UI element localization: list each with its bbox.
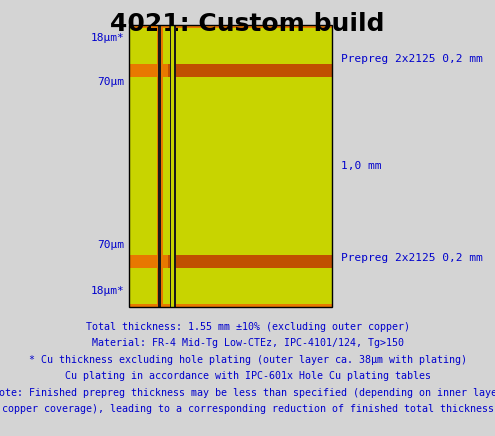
Bar: [129, 25, 152, 307]
Text: 70μm: 70μm: [97, 77, 124, 86]
Text: Material: FR-4 Mid-Tg Low-CTEz, IPC-4101/124, Tg>150: Material: FR-4 Mid-Tg Low-CTEz, IPC-4101…: [92, 338, 403, 348]
Bar: [129, 303, 332, 307]
Text: 1,0 mm: 1,0 mm: [341, 161, 381, 171]
Text: Cu plating in accordance with IPC-601x Hole Cu plating tables: Cu plating in accordance with IPC-601x H…: [64, 371, 431, 382]
Text: copper coverage), leading to a corresponding reduction of finished total thickne: copper coverage), leading to a correspon…: [1, 404, 494, 414]
Bar: [170, 84, 176, 307]
Bar: [129, 25, 152, 28]
Text: Total thickness: 1.55 mm ±10% (excluding outer copper): Total thickness: 1.55 mm ±10% (excluding…: [86, 322, 409, 332]
Text: 4021: Custom build: 4021: Custom build: [110, 12, 385, 36]
Bar: [151, 64, 168, 77]
Bar: [129, 255, 152, 268]
Text: 70μm: 70μm: [97, 240, 124, 250]
Bar: [170, 25, 176, 249]
Bar: [129, 28, 332, 64]
Bar: [129, 64, 332, 77]
Bar: [161, 25, 163, 307]
Bar: [129, 255, 332, 268]
Bar: [129, 64, 152, 77]
Bar: [151, 25, 168, 28]
Bar: [171, 25, 174, 249]
Bar: [129, 77, 332, 255]
Ellipse shape: [170, 242, 176, 255]
Bar: [129, 303, 152, 307]
Bar: [156, 25, 158, 307]
Bar: [129, 268, 332, 303]
Bar: [156, 25, 163, 307]
Text: Prepreg 2x2125 0,2 mm: Prepreg 2x2125 0,2 mm: [341, 54, 483, 64]
Bar: [151, 255, 168, 268]
Text: Note: Finished prepreg thickness may be less than specified (depending on inner : Note: Finished prepreg thickness may be …: [0, 388, 495, 398]
Bar: [129, 25, 332, 28]
Text: 18μm*: 18μm*: [91, 286, 124, 296]
Text: * Cu thickness excluding hole plating (outer layer ca. 38μm with plating): * Cu thickness excluding hole plating (o…: [29, 355, 466, 365]
Bar: [129, 25, 332, 307]
Text: 18μm*: 18μm*: [91, 33, 124, 43]
Text: Prepreg 2x2125 0,2 mm: Prepreg 2x2125 0,2 mm: [341, 252, 483, 262]
Ellipse shape: [170, 77, 176, 90]
Bar: [151, 303, 168, 307]
Bar: [171, 84, 174, 307]
